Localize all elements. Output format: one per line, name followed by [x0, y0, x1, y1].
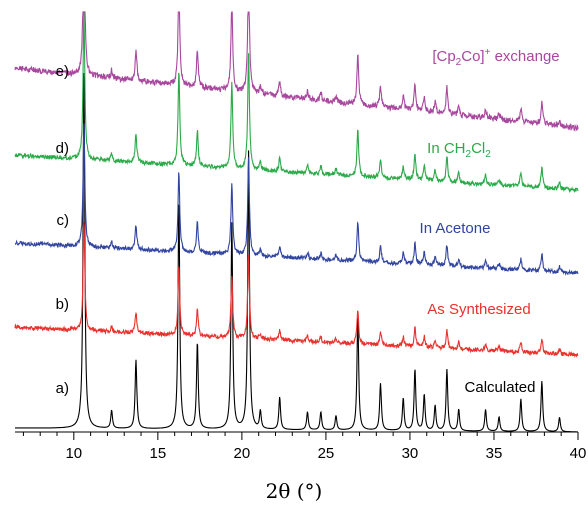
x-tick-label: 15 — [150, 445, 167, 462]
series-label-part: Cl — [471, 140, 485, 157]
series-label: In CH2Cl2 — [427, 140, 491, 160]
series-label: In Acetone — [420, 220, 491, 237]
series-letter: c) — [57, 212, 70, 229]
x-axis-title: 2θ (°) — [266, 479, 323, 503]
series-label-part: Co] — [461, 48, 484, 65]
x-tick-label: 25 — [318, 445, 335, 462]
trace-c — [14, 123, 579, 276]
x-axis: 10 15 20 25 30 35 40 — [15, 431, 587, 462]
series-label-part: In CH — [427, 140, 465, 157]
x-axis-title-symbol: 2θ — [266, 479, 297, 503]
series-label: [Cp2Co]+ exchange — [432, 47, 559, 68]
series-letter: d) — [56, 140, 69, 157]
series-label-part: exchange — [490, 48, 559, 65]
series-label: As Synthesized — [427, 301, 530, 318]
trace-d — [14, 11, 579, 194]
traces-group — [14, 11, 579, 433]
x-tick-label: 30 — [402, 445, 419, 462]
trace-b — [14, 222, 579, 359]
series-letter: e) — [56, 63, 69, 80]
x-tick-label: 10 — [65, 445, 82, 462]
series-labels: a) Calculated b) As Synthesized c) In Acetone… — [56, 47, 560, 397]
x-axis-title-unit: (°) — [297, 479, 323, 503]
series-label-part: 2 — [456, 57, 462, 68]
series-label: Calculated — [465, 379, 536, 396]
x-tick-label: 35 — [486, 445, 503, 462]
x-tick-label: 40 — [570, 445, 587, 462]
series-letter: b) — [56, 296, 69, 313]
series-label-part: 2 — [485, 149, 491, 160]
series-label-part: [Cp — [432, 48, 455, 65]
series-letter: a) — [56, 380, 69, 397]
x-tick-label: 20 — [234, 445, 251, 462]
trace-a — [15, 72, 578, 433]
series-label-part: 2 — [466, 149, 472, 160]
trace-e — [14, 11, 579, 133]
x-axis-ticks: 10 15 20 25 30 35 40 — [22, 432, 587, 462]
series-label-part: + — [485, 47, 491, 58]
